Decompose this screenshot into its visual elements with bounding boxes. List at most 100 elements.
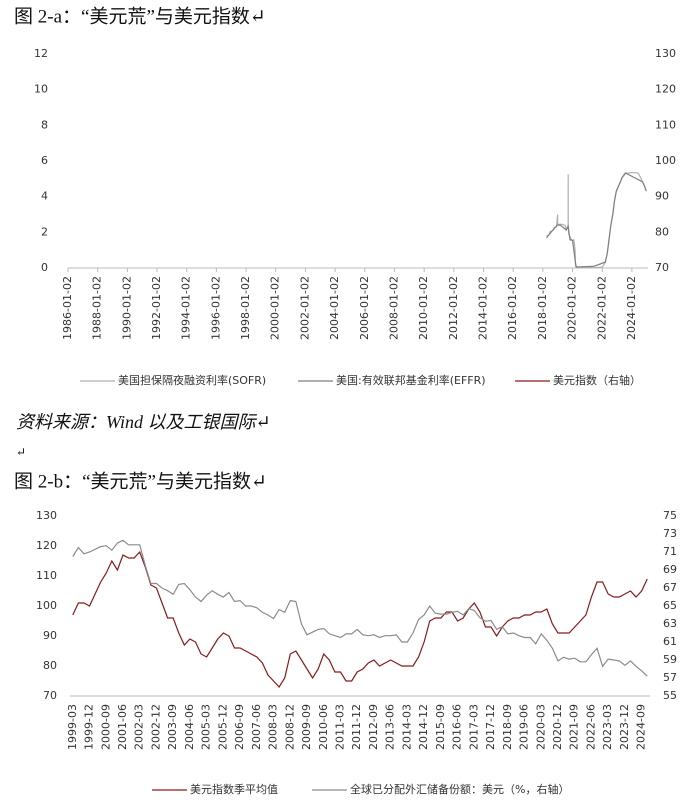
series-line bbox=[72, 550, 648, 688]
x-tick-label: 2022-06 bbox=[584, 704, 597, 750]
x-tick-label: 1999-12 bbox=[83, 704, 96, 750]
x-tick-label: 2019-06 bbox=[518, 704, 531, 750]
x-tick-label: 2018-01-02 bbox=[536, 276, 549, 340]
series-line bbox=[546, 171, 647, 269]
x-tick-label: 2022-01-02 bbox=[595, 276, 608, 340]
figure-caption: 图 2-a：“美元荒”与美元指数↵ bbox=[14, 5, 266, 27]
x-tick-label: 2010-06 bbox=[317, 704, 330, 750]
x-tick-label: 2014-01-02 bbox=[477, 276, 490, 340]
x-tick-label: 2003-09 bbox=[166, 704, 179, 750]
series-line bbox=[72, 539, 648, 677]
x-tick-label: 1998-01-02 bbox=[239, 276, 252, 340]
y2-tick-label: 100 bbox=[655, 154, 676, 167]
y-tick-label: 4 bbox=[41, 190, 48, 203]
x-tick-label: 2014-12 bbox=[417, 704, 430, 750]
y2-tick-label: 80 bbox=[655, 225, 669, 238]
y-tick-label: 6 bbox=[41, 154, 48, 167]
x-tick-label: 2017-03 bbox=[467, 704, 480, 750]
y2-tick-label: 65 bbox=[663, 599, 677, 612]
y-tick-label: 70 bbox=[43, 689, 57, 702]
series-line bbox=[546, 172, 647, 268]
x-tick-label: 2005-03 bbox=[200, 704, 213, 750]
x-tick-label: 2005-12 bbox=[216, 704, 229, 750]
y2-tick-label: 61 bbox=[663, 635, 677, 648]
x-tick-label: 2010-01-02 bbox=[417, 276, 430, 340]
x-tick-label: 1992-01-02 bbox=[150, 276, 163, 340]
y2-tick-label: 67 bbox=[663, 581, 677, 594]
y-tick-label: 12 bbox=[34, 47, 48, 60]
x-tick-label: 2013-06 bbox=[384, 704, 397, 750]
y2-tick-label: 73 bbox=[663, 527, 677, 540]
x-tick-label: 2016-06 bbox=[451, 704, 464, 750]
y2-tick-label: 55 bbox=[663, 689, 677, 702]
x-tick-label: 1986-01-02 bbox=[61, 276, 74, 340]
x-tick-label: 2008-03 bbox=[267, 704, 280, 750]
x-tick-label: 1988-01-02 bbox=[91, 276, 104, 340]
y-tick-label: 130 bbox=[36, 509, 57, 522]
x-tick-label: 2002-01-02 bbox=[298, 276, 311, 340]
x-tick-label: 2000-01-02 bbox=[269, 276, 282, 340]
y2-tick-label: 110 bbox=[655, 118, 676, 131]
y2-tick-label: 120 bbox=[655, 83, 676, 96]
x-tick-label: 1990-01-02 bbox=[120, 276, 133, 340]
x-tick-label: 2009-09 bbox=[300, 704, 313, 750]
y2-tick-label: 57 bbox=[663, 671, 677, 684]
x-tick-label: 2021-09 bbox=[568, 704, 581, 750]
x-tick-label: 2008-01-02 bbox=[387, 276, 400, 340]
y-tick-label: 0 bbox=[41, 261, 48, 274]
x-tick-label: 2006-01-02 bbox=[358, 276, 371, 340]
x-tick-label: 2014-03 bbox=[400, 704, 413, 750]
y-tick-label: 2 bbox=[41, 225, 48, 238]
y-tick-label: 10 bbox=[34, 83, 48, 96]
y2-tick-label: 69 bbox=[663, 563, 677, 576]
x-tick-label: 2012-01-02 bbox=[447, 276, 460, 340]
x-tick-label: 2004-01-02 bbox=[328, 276, 341, 340]
x-tick-label: 2017-12 bbox=[484, 704, 497, 750]
y-tick-label: 100 bbox=[36, 599, 57, 612]
y2-tick-label: 59 bbox=[663, 653, 677, 666]
x-tick-label: 1996-01-02 bbox=[209, 276, 222, 340]
x-tick-label: 2015-09 bbox=[434, 704, 447, 750]
x-tick-label: 2020-12 bbox=[551, 704, 564, 750]
x-tick-label: 2020-03 bbox=[534, 704, 547, 750]
legend-label: 美国:有效联邦基金利率(EFFR) bbox=[336, 373, 486, 387]
x-tick-label: 2008-12 bbox=[283, 704, 296, 750]
x-tick-label: 2011-03 bbox=[333, 704, 346, 750]
x-tick-label: 1999-03 bbox=[66, 704, 79, 750]
y-tick-label: 8 bbox=[41, 118, 48, 131]
x-tick-label: 2012-09 bbox=[367, 704, 380, 750]
x-tick-label: 1994-01-02 bbox=[180, 276, 193, 340]
x-tick-label: 2004-06 bbox=[183, 704, 196, 750]
x-tick-label: 2023-03 bbox=[601, 704, 614, 750]
figure-caption: 图 2-b：“美元荒”与美元指数↵ bbox=[14, 470, 267, 492]
x-tick-label: 2000-09 bbox=[99, 704, 112, 750]
x-tick-label: 2024-01-02 bbox=[625, 276, 638, 340]
x-tick-label: 2018-09 bbox=[501, 704, 514, 750]
y2-tick-label: 63 bbox=[663, 617, 677, 630]
x-tick-label: 2001-06 bbox=[116, 704, 129, 750]
y-tick-label: 120 bbox=[36, 539, 57, 552]
y2-tick-label: 70 bbox=[655, 261, 669, 274]
y2-tick-label: 90 bbox=[655, 190, 669, 203]
legend-label: 美元指数（右轴） bbox=[553, 373, 641, 387]
y-tick-label: 90 bbox=[43, 629, 57, 642]
x-tick-label: 2002-03 bbox=[133, 704, 146, 750]
legend-label: 美元指数季平均值 bbox=[190, 782, 278, 796]
x-tick-label: 2002-12 bbox=[149, 704, 162, 750]
x-tick-label: 2007-06 bbox=[250, 704, 263, 750]
x-tick-label: 2020-01-02 bbox=[566, 276, 579, 340]
x-tick-label: 2011-12 bbox=[350, 704, 363, 750]
y-tick-label: 110 bbox=[36, 569, 57, 582]
legend-label: 美国担保隔夜融资利率(SOFR) bbox=[118, 373, 266, 387]
y-tick-label: 80 bbox=[43, 659, 57, 672]
x-tick-label: 2023-12 bbox=[618, 704, 631, 750]
x-tick-label: 2006-09 bbox=[233, 704, 246, 750]
y2-tick-label: 130 bbox=[655, 47, 676, 60]
x-tick-label: 2016-01-02 bbox=[506, 276, 519, 340]
source-note: 资料来源：Wind 以及工银国际↵ bbox=[16, 412, 271, 432]
legend-label: 全球已分配外汇储备份额：美元（%，右轴） bbox=[350, 782, 569, 796]
paragraph-mark: ↵ bbox=[16, 445, 26, 459]
y2-tick-label: 75 bbox=[663, 509, 677, 522]
x-tick-label: 2024-09 bbox=[635, 704, 648, 750]
